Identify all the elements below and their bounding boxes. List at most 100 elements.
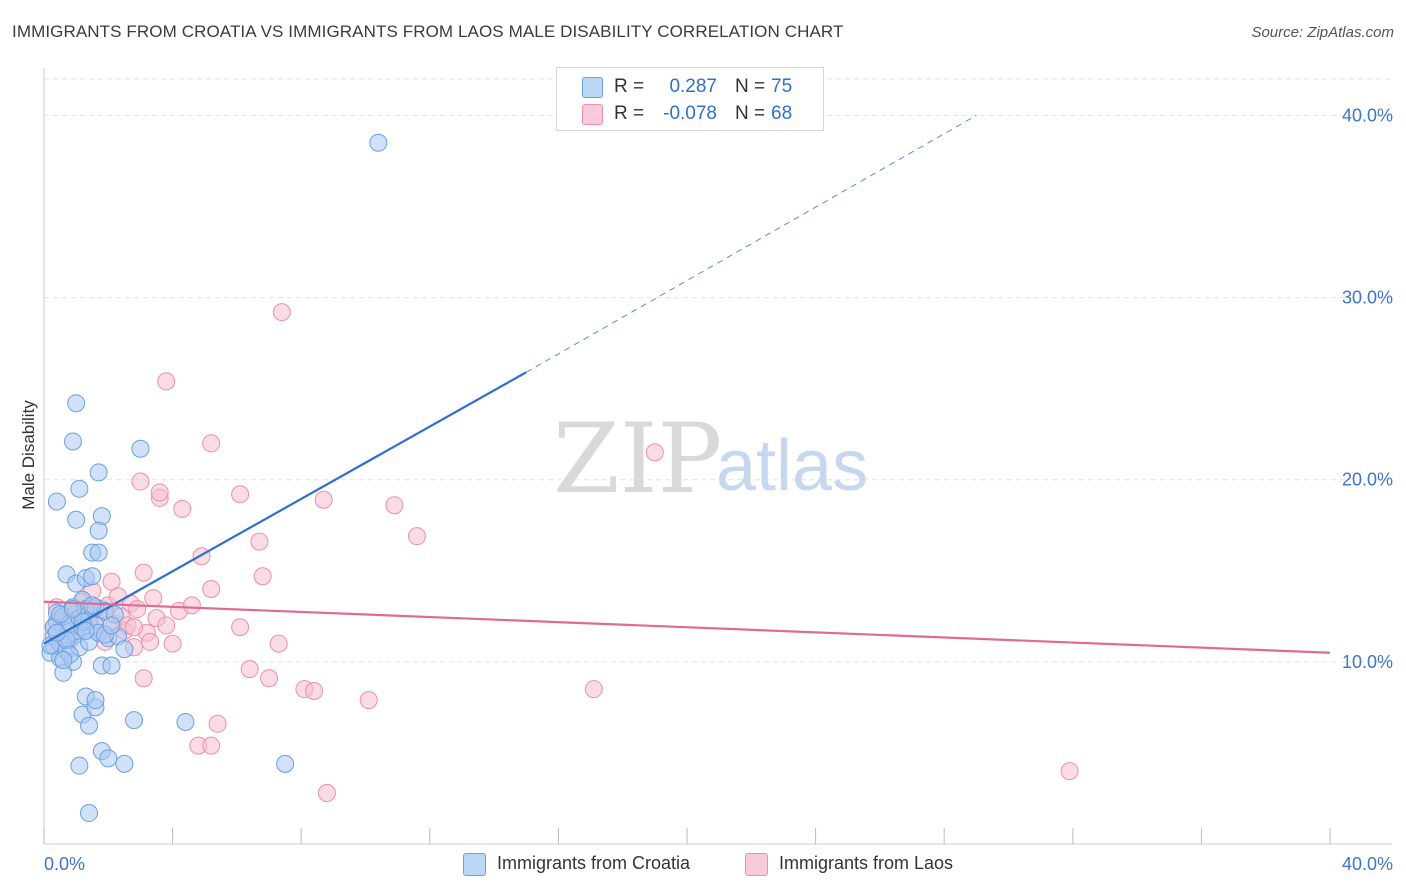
y-tick-labels: 10.0% 20.0% 30.0% 40.0% bbox=[1342, 105, 1393, 671]
croatia-point bbox=[115, 754, 134, 773]
croatia-point bbox=[125, 711, 144, 730]
croatia-point bbox=[102, 616, 121, 635]
croatia-point bbox=[54, 651, 73, 670]
laos-point bbox=[385, 496, 404, 515]
bottom-laos-swatch bbox=[745, 853, 768, 876]
laos-point bbox=[240, 660, 259, 679]
laos-point bbox=[645, 443, 664, 462]
croatia-point bbox=[92, 507, 111, 526]
croatia-point bbox=[83, 567, 102, 586]
croatia-r-value: 0.287 bbox=[669, 76, 717, 97]
croatia-point bbox=[80, 804, 99, 823]
watermark-zip: ZIP bbox=[553, 403, 722, 515]
croatia-point bbox=[276, 754, 295, 773]
x-tick-label-min: 0.0% bbox=[44, 854, 85, 874]
croatia-point bbox=[89, 521, 108, 540]
croatia-point bbox=[369, 133, 388, 152]
trend-lines bbox=[43, 114, 1331, 654]
laos-point bbox=[231, 618, 250, 637]
croatia-point bbox=[102, 656, 121, 675]
source-label: Source: ZipAtlas.com bbox=[1251, 24, 1394, 41]
laos-point bbox=[134, 563, 153, 582]
croatia-r-label: R = bbox=[614, 76, 645, 97]
laos-r-label: R = bbox=[614, 103, 645, 124]
laos-point bbox=[305, 682, 324, 700]
laos-n-label: N = bbox=[735, 103, 766, 124]
croatia-point bbox=[76, 621, 95, 640]
laos-point bbox=[272, 303, 291, 322]
croatia-point bbox=[99, 749, 118, 768]
laos-point bbox=[359, 691, 378, 710]
laos-point bbox=[208, 714, 227, 733]
laos-point bbox=[250, 532, 269, 551]
gridlines bbox=[44, 78, 1392, 663]
y-axis-title: Male Disability bbox=[19, 400, 38, 510]
laos-point bbox=[131, 472, 150, 491]
croatia-point bbox=[115, 640, 134, 659]
croatia-point bbox=[86, 691, 105, 710]
laos-point bbox=[173, 499, 192, 518]
laos-point bbox=[157, 372, 176, 391]
y-tick-label: 10.0% bbox=[1342, 652, 1393, 672]
laos-point bbox=[134, 669, 153, 688]
laos-point bbox=[202, 434, 221, 453]
legend-row-croatia: R = 0.287 N = 75 bbox=[557, 74, 823, 100]
croatia-point bbox=[89, 543, 108, 562]
laos-point bbox=[163, 634, 182, 653]
croatia-point bbox=[63, 432, 82, 451]
laos-point bbox=[157, 616, 176, 635]
croatia-point bbox=[80, 716, 99, 735]
croatia-trend-line bbox=[43, 371, 527, 645]
laos-point bbox=[202, 580, 221, 598]
croatia-swatch bbox=[582, 77, 603, 98]
y-tick-label: 20.0% bbox=[1342, 470, 1393, 490]
laos-point bbox=[128, 600, 147, 619]
croatia-point bbox=[47, 492, 66, 511]
chart-title: IMMIGRANTS FROM CROATIA VS IMMIGRANTS FR… bbox=[12, 22, 844, 41]
watermark: ZIP atlas bbox=[553, 403, 868, 515]
laos-point bbox=[1060, 762, 1079, 781]
laos-trend-line bbox=[43, 600, 1331, 654]
laos-point bbox=[141, 632, 160, 651]
laos-point bbox=[144, 589, 163, 608]
laos-r-value: -0.078 bbox=[663, 103, 717, 124]
series-laos-points bbox=[44, 303, 1079, 802]
laos-point bbox=[202, 736, 221, 755]
laos-n-value: 68 bbox=[771, 103, 793, 124]
croatia-point bbox=[89, 463, 108, 482]
laos-swatch bbox=[582, 104, 603, 125]
laos-point bbox=[253, 567, 272, 586]
laos-point bbox=[150, 483, 169, 502]
x-tick-label-max: 40.0% bbox=[1342, 854, 1393, 874]
laos-point bbox=[314, 490, 333, 509]
watermark-atlas: atlas bbox=[716, 426, 868, 506]
croatia-point bbox=[63, 600, 82, 619]
series-croatia-points bbox=[41, 133, 388, 823]
bottom-laos-label: Immigrants from Laos bbox=[779, 853, 954, 873]
croatia-trend-extension bbox=[526, 114, 977, 373]
laos-point bbox=[317, 784, 336, 802]
laos-point bbox=[231, 485, 250, 504]
bottom-croatia-label: Immigrants from Croatia bbox=[497, 853, 691, 873]
y-tick-label: 30.0% bbox=[1342, 288, 1393, 308]
croatia-point bbox=[131, 439, 150, 458]
y-tick-label: 40.0% bbox=[1342, 105, 1393, 125]
croatia-n-label: N = bbox=[735, 76, 766, 97]
croatia-point bbox=[67, 510, 86, 529]
croatia-point bbox=[176, 712, 195, 731]
laos-point bbox=[125, 618, 144, 637]
laos-point bbox=[407, 527, 426, 546]
croatia-point bbox=[67, 394, 86, 413]
legend-row-laos: R = -0.078 N = 68 bbox=[557, 101, 823, 127]
laos-point bbox=[182, 596, 201, 615]
croatia-point bbox=[70, 479, 89, 498]
croatia-n-value: 75 bbox=[771, 76, 793, 97]
stats-legend: R = 0.287 N = 75 R = -0.078 N = 68 bbox=[556, 67, 824, 131]
laos-point bbox=[260, 669, 279, 688]
laos-point bbox=[269, 634, 288, 653]
croatia-point bbox=[70, 756, 89, 775]
laos-point bbox=[584, 680, 603, 699]
axes bbox=[43, 68, 1392, 845]
bottom-croatia-swatch bbox=[463, 853, 486, 876]
